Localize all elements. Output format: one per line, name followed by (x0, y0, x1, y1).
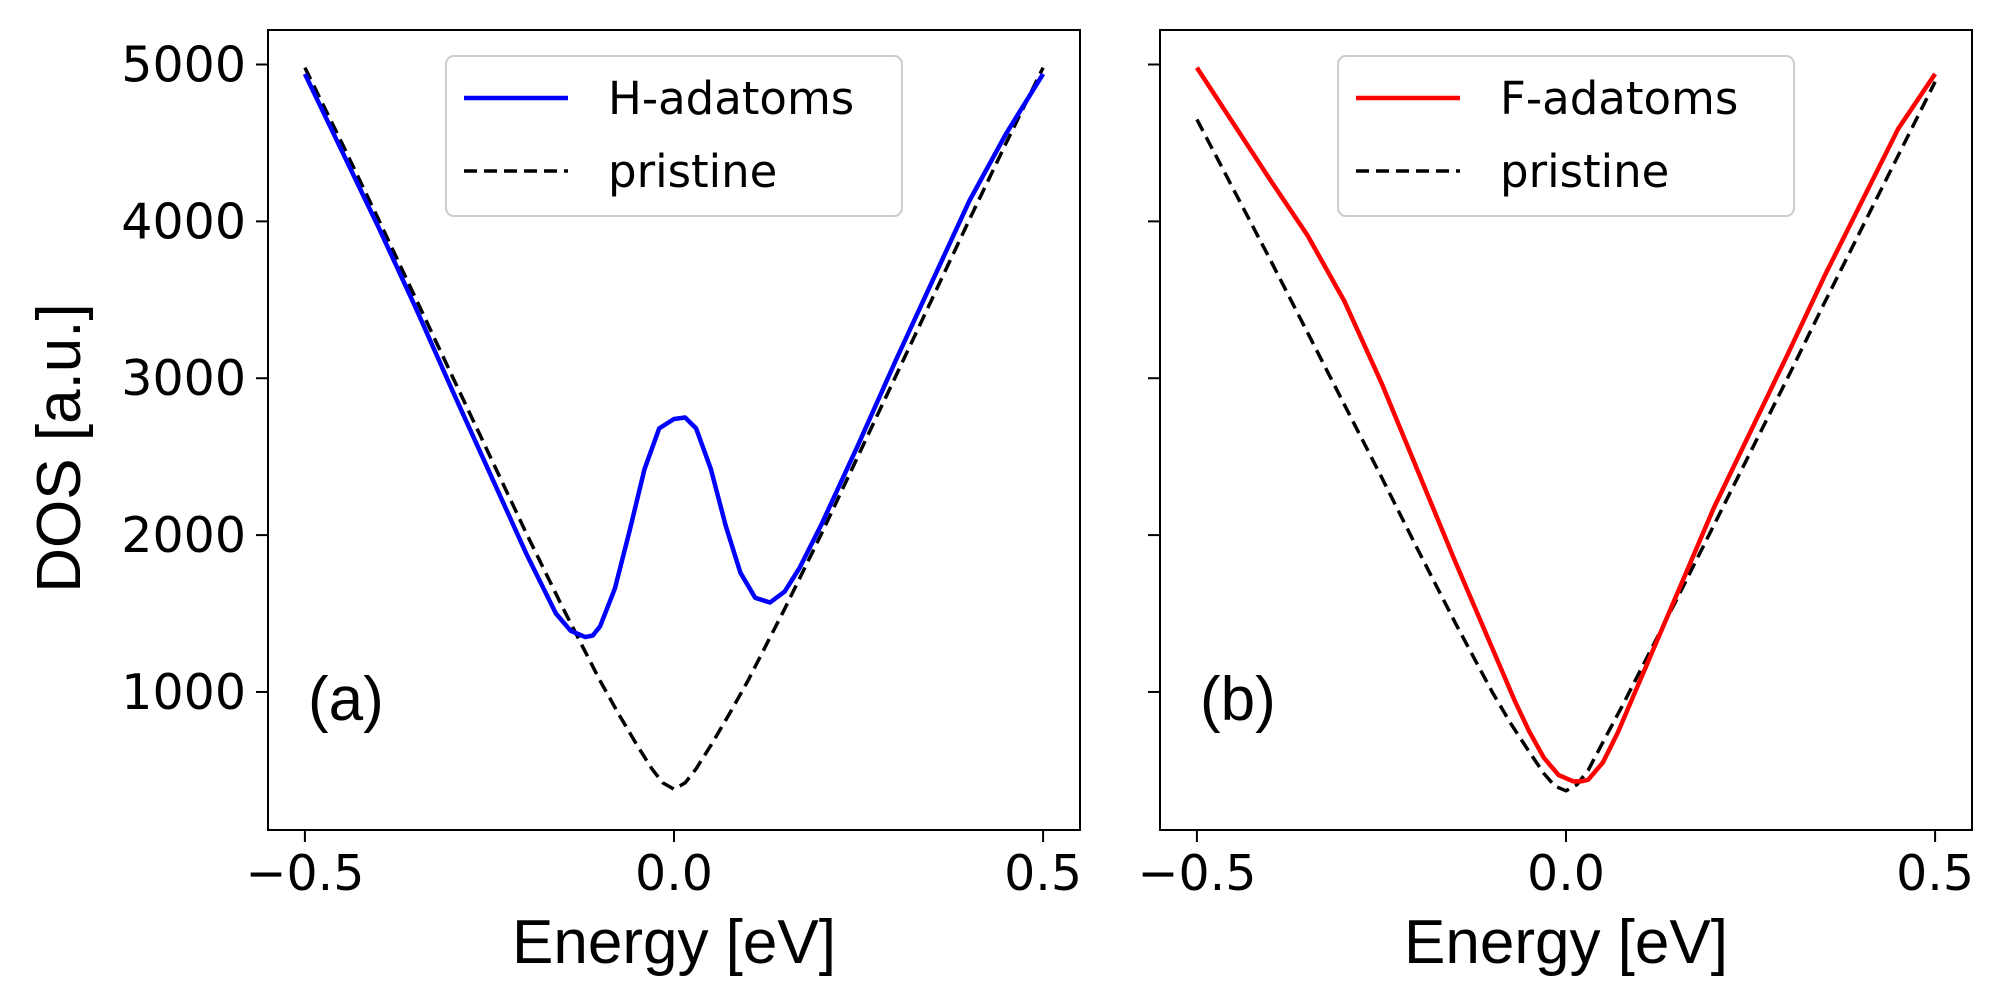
panel-a: −0.5 0.0 0.5 1000 2000 3000 4000 5000 Energy [eV… (25, 29, 1082, 977)
y-tick-label: 5000 (121, 37, 246, 94)
series-line-pristine (303, 66, 1045, 791)
legend-label: H-adatoms (608, 72, 854, 125)
x-tick-label: 0.5 (1004, 845, 1082, 902)
x-axis-label: Energy [eV] (512, 908, 836, 977)
x-tick-label: 0.5 (1896, 845, 1974, 902)
series-line-h-adatoms (302, 72, 1046, 640)
series-line-pristine (1195, 81, 1937, 793)
x-tick-label: −0.5 (1137, 845, 1256, 902)
y-tick-label: 4000 (121, 193, 246, 250)
panel-label: (a) (308, 665, 384, 734)
legend: F-adatoms pristine (1337, 55, 1795, 217)
y-tick-label: 2000 (121, 507, 246, 564)
y-tick-label: 3000 (121, 350, 246, 407)
x-tick-label: −0.5 (245, 845, 364, 902)
panel-label: (b) (1200, 665, 1276, 734)
legend-label: pristine (1500, 145, 1669, 198)
series-line-f-adatoms (1195, 66, 1937, 784)
y-axis-label: DOS [a.u.] (25, 303, 94, 592)
legend: H-adatoms pristine (445, 55, 903, 217)
x-tick-label: 0.0 (1527, 845, 1605, 902)
legend-label: F-adatoms (1500, 72, 1738, 125)
x-axis-label: Energy [eV] (1404, 908, 1728, 977)
legend-label: pristine (608, 145, 777, 198)
panel-b: −0.5 0.0 0.5 Energy [eV] (b) F-adatoms pristin… (1137, 29, 1974, 977)
x-tick-label: 0.0 (635, 845, 713, 902)
y-tick-label: 1000 (121, 664, 246, 721)
